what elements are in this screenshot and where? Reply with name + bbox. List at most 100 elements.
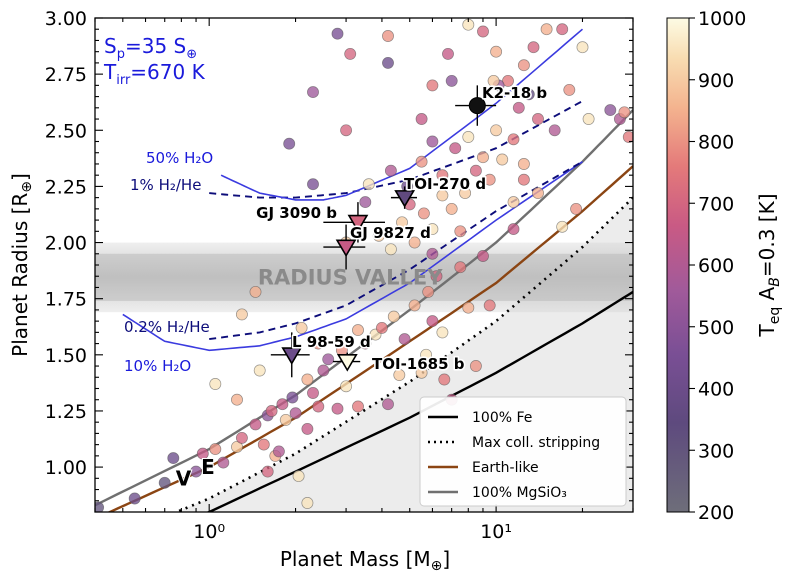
y-tick-label: 2.50 [45,120,87,142]
y-tick-label: 1.25 [45,401,87,423]
planet-point [426,247,439,260]
planet-point [462,301,475,314]
y-tick-label: 1.50 [45,345,87,367]
planet-labels: K2-18 b TOI-270 d GJ 3090 b GJ 9827 d L 98-5… [255,82,549,374]
planet-point [436,189,449,202]
planet-point [307,86,319,99]
colorbar-tick-label: 700 [698,193,734,215]
marker-gj-3090-b [347,214,369,233]
planet-point [249,418,262,431]
axis-tick-labels: 1.00 1.25 1.50 1.75 2.00 2.25 2.50 2.75 3.00 10⁰ 1… [45,8,512,543]
planet-point [556,220,569,233]
planet-point [209,443,222,456]
planet-point [340,124,353,137]
curve-0-2-h2-he [209,160,583,341]
planet-point [384,164,397,177]
x-tick-label: 10⁰ [193,521,225,543]
colorbar-gradient [666,17,690,513]
model-curve-labels: 10% H₂O 0.2% H₂/He 1% H₂/He 50% H₂O [124,149,213,375]
planet-point [382,30,394,42]
colorbar-tick-label: 400 [698,379,734,401]
axis-ticks [94,17,634,512]
label-gj-3090-b: GJ 3090 b [256,204,337,222]
y-tick-label: 2.00 [45,233,87,255]
radius-valley-label: RADIUS VALLEY [258,265,443,289]
label-gj-9827-d: GJ 9827 d [350,224,431,242]
label-50-h2o: 50% H₂O [146,149,213,167]
colorbar-tick-label: 800 [698,132,734,154]
planet-point [415,366,428,379]
y-axis-label: Planet Radius [R⊕] [8,173,35,357]
marker-gj-9827-d [335,239,357,258]
planet-point [375,321,388,334]
planet-point [532,187,544,200]
planet-point [209,378,222,390]
label-1-h2-he: 1% H₂/He [130,176,201,194]
planet-point [576,41,589,54]
colorbar-tick-label: 500 [698,317,734,339]
planet-point [283,137,296,150]
planet-point [532,113,544,125]
planet-point [372,229,385,242]
planet-point [322,353,335,366]
planet-point [426,223,439,236]
planet-point [454,261,467,274]
planet-point [445,74,458,87]
planet-point [393,369,406,381]
planet-point [487,74,500,87]
legend-box [419,396,627,507]
planet-point [517,173,530,186]
planet-point [477,151,489,164]
planet-point [307,178,319,191]
x-tick-label: 10¹ [480,521,512,543]
planet-point [158,476,171,489]
planet-point [295,321,308,334]
y-tick-label: 2.75 [45,64,87,86]
planet-point [436,169,449,182]
y-tick-label: 2.25 [45,176,87,198]
marker-toi-1685-b [336,354,358,372]
background-planets [95,18,633,512]
planet-point [477,250,489,262]
planet-point [340,380,353,393]
planet-point [167,452,180,465]
planet-point [286,391,299,404]
colorbar-tick-label: 200 [698,502,734,524]
planet-point [426,79,439,92]
colorbar-tick-label: 300 [698,440,734,462]
planet-point [292,470,305,483]
planet-point [420,348,433,361]
planet-point [496,153,509,166]
radius-valley-core [95,253,633,301]
planet-point [417,207,430,220]
planet-point [490,45,503,58]
planet-point [344,47,357,60]
legend-label-earth-like: Earth-like [472,460,539,476]
y-tick-label: 1.75 [45,289,87,311]
planet-point [490,124,503,137]
colorbar-tick-label: 900 [698,70,734,92]
planet-point [272,445,285,458]
planet-point [454,225,467,238]
planet-point [483,299,496,312]
planet-point [235,308,248,321]
label-l-98-59-d: L 98-59 d [292,333,371,351]
planet-point [265,405,278,417]
planet-point [331,27,344,40]
planet-point [548,124,561,137]
planet-point [507,133,520,146]
label-k2-18-b: K2-18 b [482,84,547,102]
planet-point [359,196,372,209]
planet-point [95,501,105,512]
planet-point [483,173,496,186]
planet-point [396,216,408,229]
planet-point [604,104,617,117]
colorbar-tick-label: 1000 [698,8,746,30]
planet-point [289,407,302,420]
label-toi-270-d: TOI-270 d [404,175,486,193]
planet-point [442,47,454,60]
marker-k2-18-b [468,97,486,115]
planet-point [430,270,443,283]
planet-point [352,400,364,413]
